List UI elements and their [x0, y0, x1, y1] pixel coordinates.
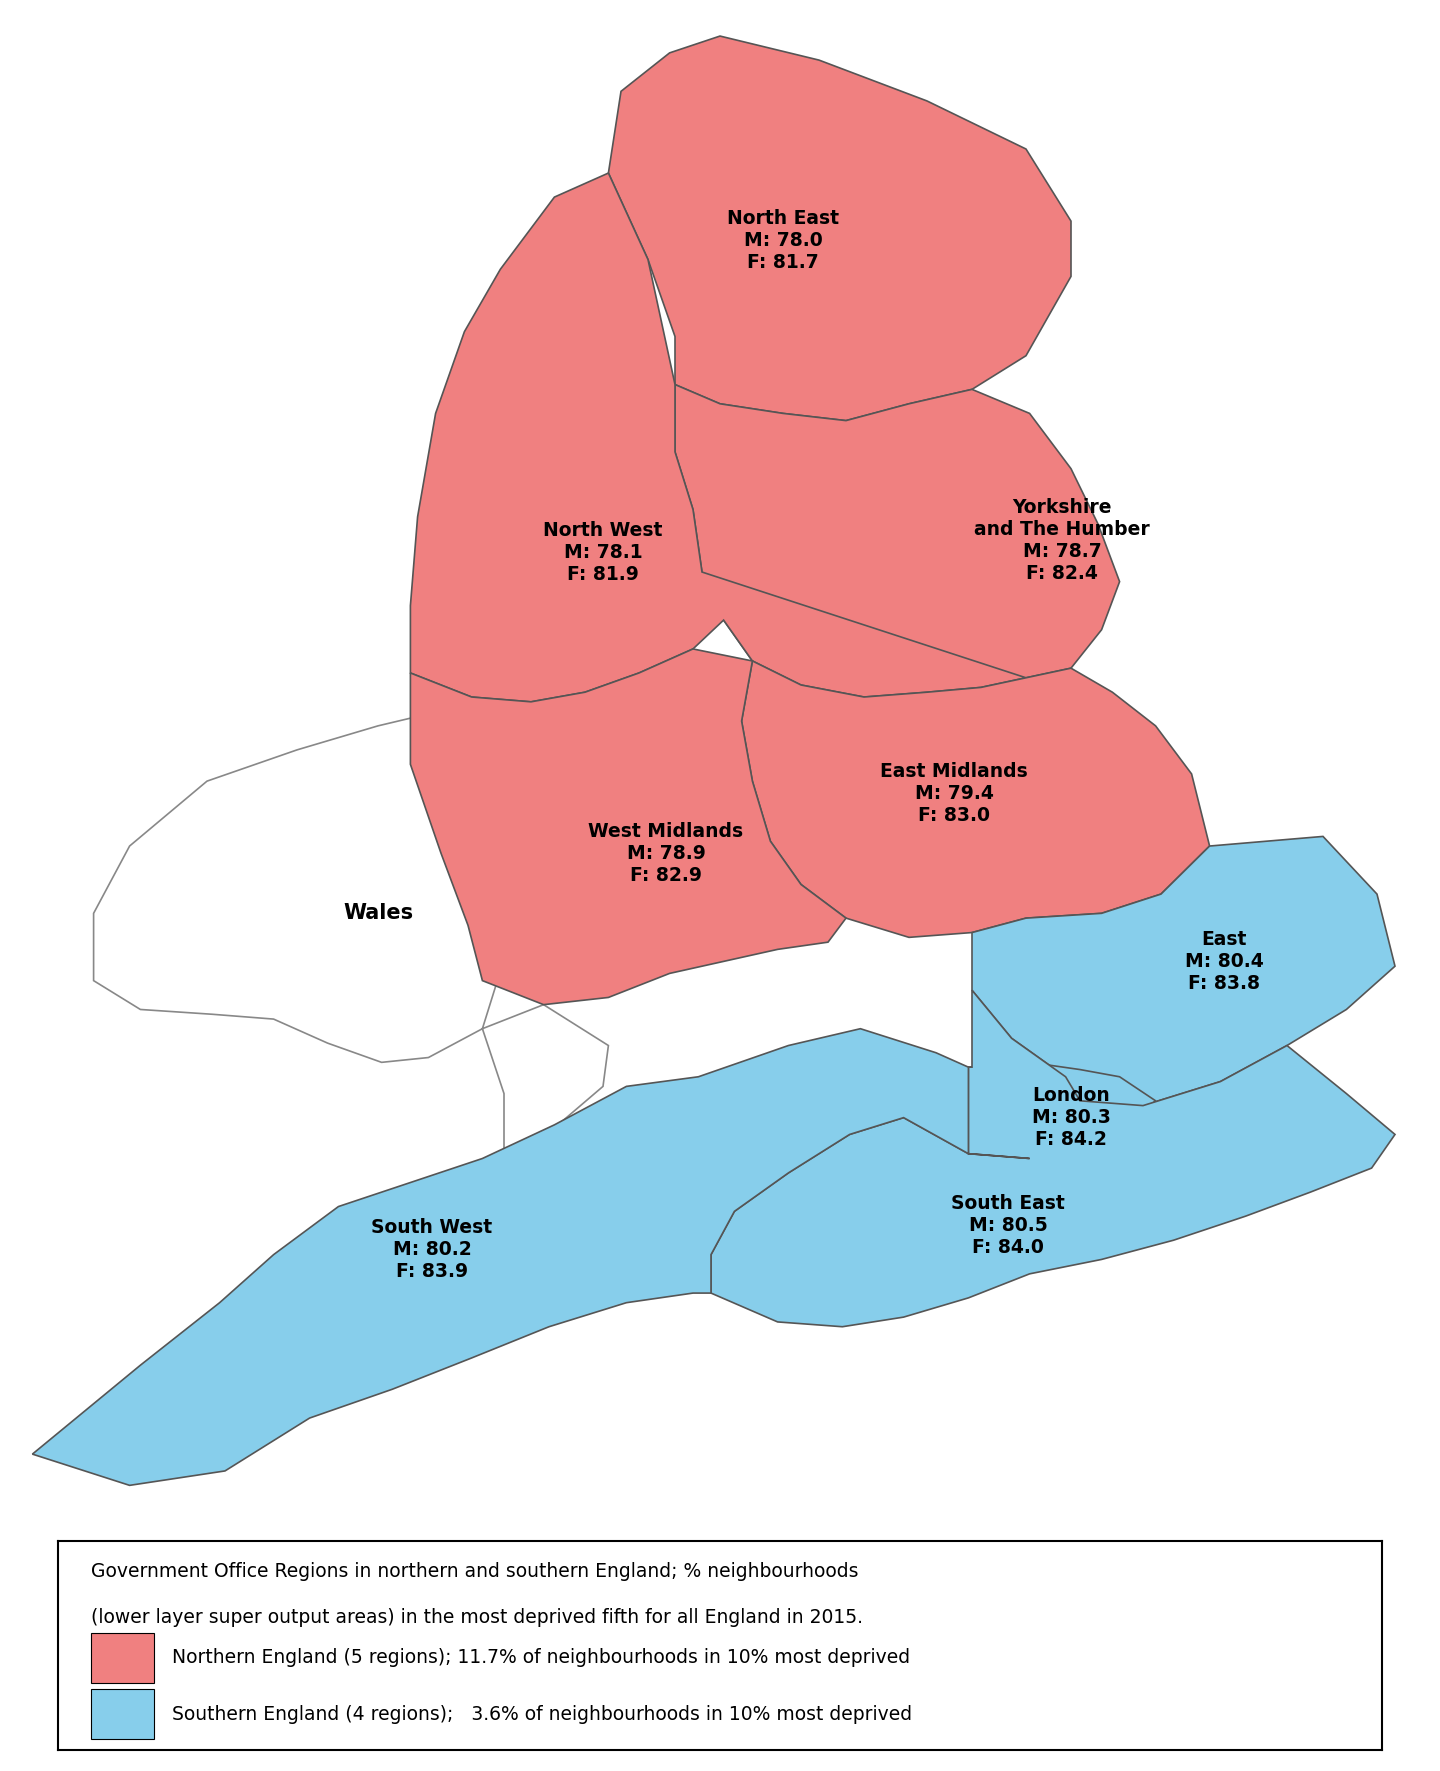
Polygon shape [968, 1063, 1155, 1158]
Polygon shape [410, 174, 1025, 701]
FancyBboxPatch shape [91, 1690, 154, 1739]
Text: Southern England (4 regions);   3.6% of neighbourhoods in 10% most deprived: Southern England (4 regions); 3.6% of ne… [171, 1705, 912, 1723]
Text: East
M: 80.4
F: 83.8: East M: 80.4 F: 83.8 [1185, 930, 1263, 994]
Polygon shape [742, 661, 1210, 937]
Polygon shape [711, 990, 1395, 1326]
Text: North East
M: 78.0
F: 81.7: North East M: 78.0 F: 81.7 [727, 209, 840, 273]
Text: Government Office Regions in northern and southern England; % neighbourhoods: Government Office Regions in northern an… [91, 1562, 858, 1582]
Text: Wales: Wales [343, 903, 413, 923]
Text: West Midlands
M: 78.9
F: 82.9: West Midlands M: 78.9 F: 82.9 [589, 822, 743, 886]
FancyBboxPatch shape [91, 1633, 154, 1682]
Polygon shape [675, 384, 1120, 698]
Polygon shape [972, 836, 1395, 1105]
Polygon shape [94, 673, 639, 1158]
Text: Yorkshire
and The Humber
M: 78.7
F: 82.4: Yorkshire and The Humber M: 78.7 F: 82.4 [973, 498, 1151, 583]
Polygon shape [608, 35, 1071, 420]
Text: London
M: 80.3
F: 84.2: London M: 80.3 F: 84.2 [1031, 1086, 1110, 1149]
Polygon shape [33, 1029, 968, 1486]
Text: Northern England (5 regions); 11.7% of neighbourhoods in 10% most deprived: Northern England (5 regions); 11.7% of n… [171, 1649, 910, 1667]
Text: North West
M: 78.1
F: 81.9: North West M: 78.1 F: 81.9 [543, 521, 662, 584]
Text: South East
M: 80.5
F: 84.0: South East M: 80.5 F: 84.0 [952, 1194, 1064, 1257]
Text: (lower layer super output areas) in the most deprived fifth for all England in 2: (lower layer super output areas) in the … [91, 1608, 863, 1626]
Polygon shape [410, 648, 847, 1004]
Text: East Midlands
M: 79.4
F: 83.0: East Midlands M: 79.4 F: 83.0 [880, 762, 1028, 825]
Text: South West
M: 80.2
F: 83.9: South West M: 80.2 F: 83.9 [372, 1218, 492, 1282]
